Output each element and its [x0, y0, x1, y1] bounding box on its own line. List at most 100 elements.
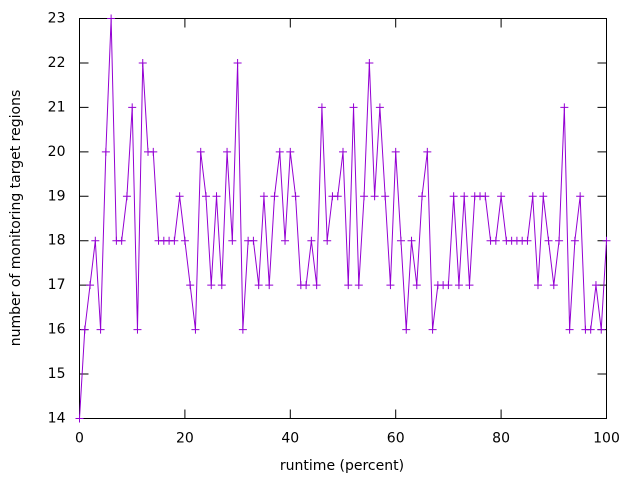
point-marker	[428, 325, 437, 334]
point-marker	[539, 192, 548, 201]
y-tick-label: 17	[48, 277, 66, 293]
x-tick-label: 60	[387, 431, 405, 447]
y-axis-label: number of monitoring target regions	[8, 90, 24, 347]
point-marker	[412, 281, 421, 290]
point-marker	[560, 103, 569, 112]
point-marker	[133, 325, 142, 334]
x-tick-label: 80	[492, 431, 510, 447]
point-marker	[228, 236, 237, 245]
plot-border	[79, 18, 607, 419]
point-marker	[317, 103, 326, 112]
point-marker	[212, 192, 221, 201]
point-marker	[549, 281, 558, 290]
point-marker	[576, 192, 585, 201]
point-marker	[533, 281, 542, 290]
point-marker	[259, 192, 268, 201]
y-tick-label: 21	[48, 99, 66, 115]
point-marker	[597, 325, 606, 334]
point-marker	[323, 236, 332, 245]
y-tick-label: 23	[48, 11, 66, 27]
point-marker	[122, 192, 131, 201]
y-tick-label: 20	[48, 144, 66, 160]
x-tick-label: 100	[593, 431, 620, 447]
point-marker	[75, 414, 84, 423]
y-tick-label: 14	[48, 411, 66, 427]
point-marker	[360, 192, 369, 201]
point-marker	[201, 192, 210, 201]
point-marker	[217, 281, 226, 290]
point-marker	[497, 192, 506, 201]
point-marker	[291, 192, 300, 201]
point-marker	[128, 103, 137, 112]
point-marker	[333, 192, 342, 201]
y-tick-label: 22	[48, 55, 66, 71]
point-marker	[117, 236, 126, 245]
point-marker	[544, 236, 553, 245]
point-marker	[444, 281, 453, 290]
point-marker	[86, 281, 95, 290]
point-marker	[170, 236, 179, 245]
point-marker	[265, 281, 274, 290]
point-marker	[275, 147, 284, 156]
point-marker	[149, 147, 158, 156]
x-axis-label: runtime (percent)	[280, 458, 404, 474]
point-marker	[207, 281, 216, 290]
point-marker	[107, 14, 116, 23]
x-tick-label: 0	[75, 431, 84, 447]
point-marker	[375, 103, 384, 112]
point-marker	[396, 236, 405, 245]
point-marker	[365, 58, 374, 67]
point-marker	[101, 147, 110, 156]
point-marker	[238, 325, 247, 334]
point-marker	[91, 236, 100, 245]
point-marker	[570, 236, 579, 245]
point-marker	[302, 281, 311, 290]
point-marker	[565, 325, 574, 334]
y-tick-label: 16	[48, 322, 66, 338]
point-marker	[381, 192, 390, 201]
point-marker	[138, 58, 147, 67]
point-marker	[96, 325, 105, 334]
point-marker	[286, 147, 295, 156]
point-marker	[465, 281, 474, 290]
point-marker	[180, 236, 189, 245]
point-marker	[175, 192, 184, 201]
point-marker	[460, 192, 469, 201]
point-marker	[281, 236, 290, 245]
point-marker	[602, 236, 611, 245]
point-marker	[555, 236, 564, 245]
point-marker	[402, 325, 411, 334]
point-marker	[523, 236, 532, 245]
point-marker	[339, 147, 347, 156]
point-marker	[186, 281, 195, 290]
point-marker	[270, 192, 279, 201]
x-tick-label: 20	[176, 431, 194, 447]
point-marker	[423, 147, 432, 156]
y-tick-label: 19	[48, 188, 66, 204]
point-marker	[454, 281, 463, 290]
point-marker	[386, 281, 395, 290]
point-marker	[481, 192, 490, 201]
point-marker	[254, 281, 263, 290]
point-marker	[191, 325, 200, 334]
point-marker	[491, 236, 500, 245]
point-marker	[354, 281, 363, 290]
data-line	[79, 18, 607, 419]
point-marker	[407, 236, 416, 245]
point-marker	[391, 147, 400, 156]
point-marker	[312, 281, 321, 290]
point-marker	[586, 325, 595, 334]
point-marker	[249, 236, 258, 245]
point-marker	[591, 281, 600, 290]
y-tick-label: 18	[48, 233, 66, 249]
point-marker	[449, 192, 458, 201]
point-marker	[233, 58, 242, 67]
y-tick-label: 15	[48, 366, 66, 382]
point-marker	[196, 147, 205, 156]
point-marker	[80, 325, 89, 334]
point-marker	[344, 281, 353, 290]
point-marker	[528, 192, 537, 201]
point-marker	[349, 103, 358, 112]
x-tick-label: 40	[281, 431, 299, 447]
